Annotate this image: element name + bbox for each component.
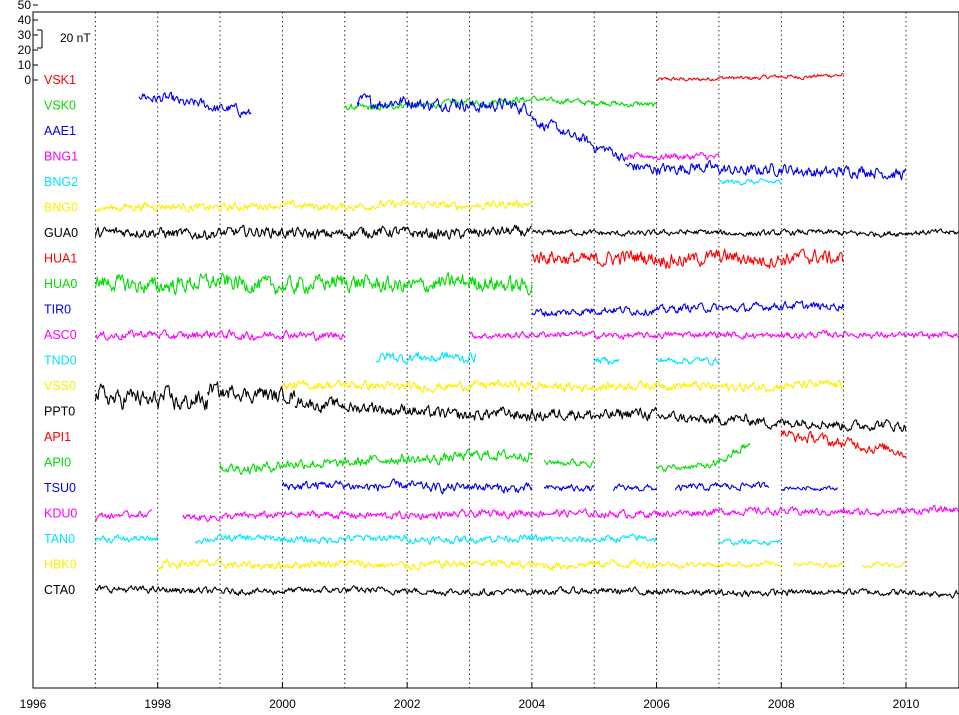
station-label-hbk0: HBK0 — [44, 558, 77, 572]
station-label-vsk1: VSK1 — [44, 73, 76, 87]
station-label-hua0: HUA0 — [44, 277, 77, 291]
series-ppt0-segment-2 — [294, 396, 421, 416]
series-gua0-segment-1 — [531, 228, 959, 238]
series-vsk0-segment-1 — [531, 95, 658, 108]
station-label-bng1: BNG1 — [44, 150, 78, 164]
series-hbk0-segment-2 — [793, 560, 844, 569]
station-label-vsk0: VSK0 — [44, 99, 76, 113]
series-aae1-segment-2 — [531, 116, 626, 162]
series-hbk0-segment-0 — [157, 557, 658, 572]
series-hbk0-segment-3 — [862, 561, 907, 569]
series-gua0-segment-0 — [94, 224, 532, 241]
y-tick-label: 30 — [18, 28, 32, 42]
series-tsu0-segment-3 — [674, 481, 770, 492]
series-aae1-segment-0 — [138, 91, 252, 118]
scale-bar: 20 nT — [37, 29, 91, 49]
series-bng1-segment-0 — [624, 151, 720, 161]
series-tir0-segment-0 — [531, 300, 845, 317]
station-label-tir0: TIR0 — [44, 303, 71, 317]
station-label-bng0: BNG0 — [44, 201, 78, 215]
series-tan0-segment-2 — [718, 538, 782, 546]
series-vss0-segment-0 — [281, 378, 844, 394]
series-tnd0-segment-1 — [593, 356, 620, 365]
x-tick-label: 2002 — [394, 697, 421, 711]
x-tick-label: 2010 — [893, 697, 920, 711]
series-api0-segment-2 — [656, 462, 714, 472]
series-hua1-segment-0 — [531, 248, 845, 270]
series-ppt0-segment-0 — [94, 383, 209, 411]
station-label-api0: API0 — [44, 456, 71, 470]
series-ppt0-segment-4 — [656, 410, 907, 432]
station-labels: VSK1 VSK0 AAE1 BNG1 BNG2 BNG0 GUA0 HUA1 HUA0 TIR0… — [44, 73, 78, 597]
x-tick-label: 2004 — [519, 697, 546, 711]
grid-lines — [32, 12, 907, 688]
series-asc0-segment-1 — [469, 329, 959, 340]
series-hua0-segment-0 — [94, 271, 533, 296]
station-label-ppt0: PPT0 — [44, 405, 75, 419]
y-tick-label: 0 — [24, 73, 31, 87]
series-asc0-segment-0 — [94, 329, 346, 342]
axes: 1996 1998 2000 2002 2004 2006 2008 201050403020… — [18, 0, 920, 711]
series-api1-segment-0 — [780, 430, 907, 458]
x-tick-label: 1996 — [20, 697, 47, 711]
series-api0-segment-1 — [543, 458, 595, 469]
series-bng2-segment-0 — [718, 178, 782, 186]
station-label-aae1: AAE1 — [44, 124, 76, 138]
series-api0-segment-3 — [712, 443, 751, 467]
plot-area-frame — [32, 11, 959, 689]
scale-bar-label: 20 nT — [60, 31, 91, 45]
station-label-asc0: ASC0 — [44, 328, 77, 342]
x-tick-label: 2006 — [643, 697, 670, 711]
station-label-hua1: HUA1 — [44, 252, 77, 266]
series-kdu0-segment-0 — [94, 509, 152, 522]
series-tan0-segment-0 — [94, 534, 159, 544]
series-api0-segment-0 — [219, 448, 533, 475]
series-tsu0-segment-1 — [543, 483, 595, 492]
y-tick-label: 50 — [18, 0, 32, 12]
series-ppt0-segment-3 — [419, 404, 658, 422]
station-label-tsu0: TSU0 — [44, 481, 76, 495]
series-kdu0-segment-1 — [182, 504, 959, 523]
series-bng0-segment-0 — [95, 199, 533, 213]
series-tsu0-segment-0 — [281, 478, 533, 495]
series-vsk1-segment-0 — [656, 72, 844, 82]
y-tick-label: 10 — [18, 58, 32, 72]
station-label-tnd0: TND0 — [44, 354, 77, 368]
series-aae1-segment-3 — [625, 159, 907, 181]
series-tnd0-segment-2 — [656, 357, 720, 366]
series-tan0-segment-1 — [195, 533, 657, 546]
station-label-cta0: CTA0 — [44, 583, 75, 597]
x-tick-label: 2008 — [768, 697, 795, 711]
series-cta0-segment-0 — [94, 584, 959, 599]
y-tick-label: 40 — [18, 13, 32, 27]
series-aae1-segment-1 — [356, 93, 533, 117]
y-tick-label: 20 — [18, 43, 32, 57]
x-tick-label: 2000 — [269, 697, 296, 711]
series-tsu0-segment-4 — [780, 485, 838, 492]
series-tsu0-segment-2 — [612, 483, 658, 492]
station-label-vss0: VSS0 — [44, 379, 76, 393]
station-label-bng2: BNG2 — [44, 175, 78, 189]
station-label-gua0: GUA0 — [44, 226, 78, 240]
series-layer — [94, 72, 959, 599]
series-tnd0-segment-0 — [375, 351, 477, 366]
series-ppt0-segment-1 — [207, 381, 296, 405]
station-label-kdu0: KDU0 — [44, 507, 77, 521]
series-hbk0-segment-1 — [656, 560, 782, 570]
station-label-tan0: TAN0 — [44, 532, 75, 546]
station-label-api1: API1 — [44, 430, 71, 444]
x-tick-label: 1998 — [144, 697, 171, 711]
